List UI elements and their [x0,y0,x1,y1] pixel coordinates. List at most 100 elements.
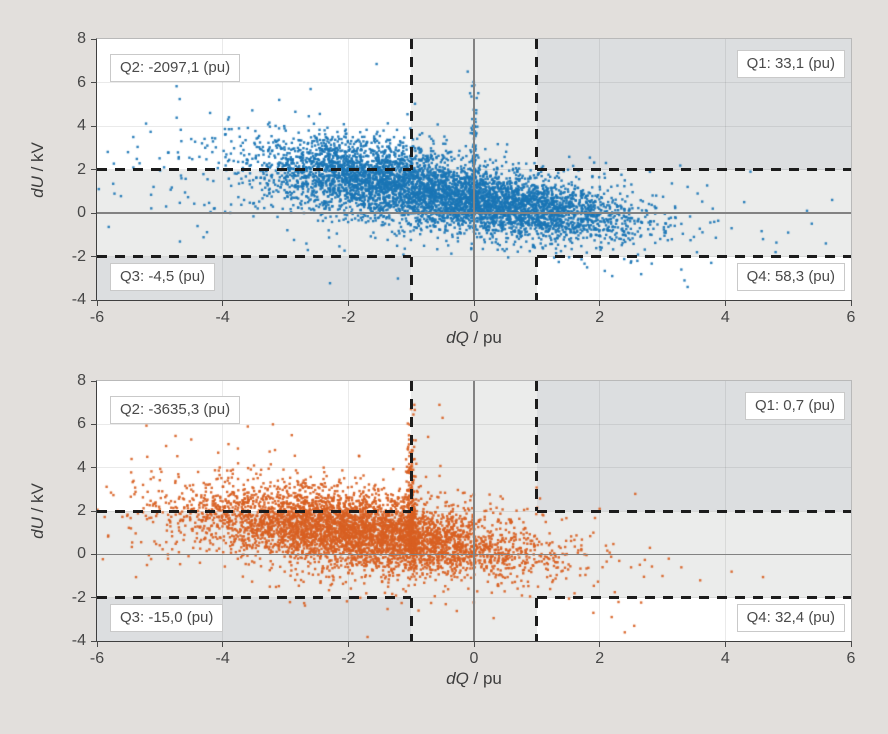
x-axis-label-italic: dQ [446,669,469,688]
dashed-threshold-horizontal [536,255,851,258]
x-tick-mark [599,300,601,306]
y-tick-label: 2 [77,160,86,178]
x-tick-label: -2 [341,650,356,667]
y-axis-label-unit: / kV [28,141,47,176]
quadrant-label-q4: Q4: 58,3 (pu) [736,263,845,291]
dashed-threshold-horizontal [536,596,851,600]
y-axis-label: dU / kV [28,483,48,539]
y-tick-mark [91,125,97,127]
x-tick-label: -4 [215,650,230,667]
x-axis-label: dQ / pu [96,669,852,689]
dashed-threshold-vertical [409,381,413,511]
dashed-threshold-vertical [535,39,539,170]
y-tick-label: -4 [71,291,86,308]
quadrant-label-q3: Q3: -4,5 (pu) [110,263,216,291]
x-tick-mark [347,641,349,647]
y-tick-mark [91,299,97,301]
dashed-threshold-vertical [535,256,539,300]
dashed-threshold-vertical [409,597,413,641]
x-tick-mark [473,300,475,306]
x-axis-label-italic: dQ [446,328,469,347]
zero-line-horizontal [97,553,851,556]
y-tick-label: 0 [77,545,86,563]
y-tick-mark [91,553,97,555]
quadrant-label-q3: Q3: -15,0 (pu) [110,604,224,632]
y-tick-mark [91,212,97,214]
dashed-threshold-vertical [535,381,539,511]
x-tick-mark [347,300,349,306]
y-tick-label: -2 [71,588,86,606]
x-tick-label: -2 [341,309,356,326]
y-tick-mark [91,380,97,382]
quadrant-label-q1: Q1: 33,1 (pu) [736,50,845,78]
x-tick-mark [724,641,726,647]
y-tick-label: 2 [77,502,86,519]
x-tick-label: 4 [720,650,730,667]
dashed-threshold-vertical [409,256,413,300]
zero-line-vertical [473,381,475,641]
y-axis-label: dU / kV [28,142,48,198]
y-axis-label-italic: dU [28,517,47,539]
dashed-threshold-horizontal [97,509,412,513]
y-tick-mark [91,256,97,257]
y-tick-label: 8 [77,30,86,47]
x-tick-mark [222,300,224,306]
y-tick-label: 4 [77,458,86,476]
x-tick-mark [724,300,726,306]
x-axis-label-unit: / pu [468,328,502,347]
quadrant-label-q2: Q2: -3635,3 (pu) [110,396,241,424]
x-tick-label: -4 [215,309,230,326]
y-tick-mark [91,640,97,642]
y-axis-label-unit: / kV [28,483,47,518]
x-tick-mark [222,641,224,647]
y-tick-label: -4 [71,632,86,649]
y-tick-mark [91,467,97,469]
y-axis-label-italic: dU [28,175,47,198]
y-tick-label: 6 [77,415,86,433]
x-tick-mark [473,641,475,647]
y-tick-label: 8 [77,372,86,389]
scatter-plot-bottom: dU / kV Q2: -3635,3 (pu) Q1: 0,7 (pu) Q3… [28,372,856,688]
x-tick-label: 6 [846,650,856,667]
y-tick-mark [91,169,97,170]
quadrant-label-q2: Q2: -2097,1 (pu) [110,54,241,82]
x-tick-mark [96,300,98,306]
y-tick-label: 0 [77,204,86,221]
dashed-threshold-horizontal [536,168,851,171]
y-tick-mark [91,38,97,40]
x-tick-label: 6 [846,309,856,326]
y-tick-mark [91,510,97,512]
x-tick-label: 4 [720,309,730,326]
x-tick-mark [850,300,852,306]
zero-line-vertical [473,39,475,300]
dashed-threshold-vertical [535,597,539,641]
y-tick-mark [91,597,97,599]
dashed-threshold-horizontal [97,168,412,171]
quadrant-label-q4: Q4: 32,4 (pu) [736,604,845,632]
dashed-threshold-horizontal [536,509,851,513]
plot-area-bottom: Q2: -3635,3 (pu) Q1: 0,7 (pu) Q3: -15,0 … [72,372,856,667]
x-tick-label: 0 [469,650,479,667]
x-tick-label: -6 [89,650,105,667]
x-axis-label: dQ / pu [96,328,852,348]
y-tick-label: 4 [77,117,86,134]
x-tick-label: 0 [469,309,479,326]
x-tick-mark [96,641,98,647]
y-tick-label: -2 [71,247,86,265]
x-tick-label: 2 [595,650,605,667]
zero-line-horizontal [97,212,851,214]
y-tick-mark [91,82,97,83]
quadrant-label-q1: Q1: 0,7 (pu) [744,392,845,420]
y-tick-mark [91,423,97,425]
x-tick-mark [850,641,852,647]
x-tick-label: 2 [595,309,605,326]
y-tick-label: 6 [77,73,86,91]
x-tick-mark [599,641,601,647]
scatter-plot-top: dU / kV Q2: -2097,1 (pu) Q1: 33,1 (pu) Q… [28,30,856,347]
dashed-threshold-vertical [409,39,413,170]
dashed-threshold-horizontal [97,596,412,600]
dashed-threshold-horizontal [97,255,412,258]
x-tick-label: -6 [89,309,105,326]
plot-area-top: Q2: -2097,1 (pu) Q1: 33,1 (pu) Q3: -4,5 … [72,30,856,326]
